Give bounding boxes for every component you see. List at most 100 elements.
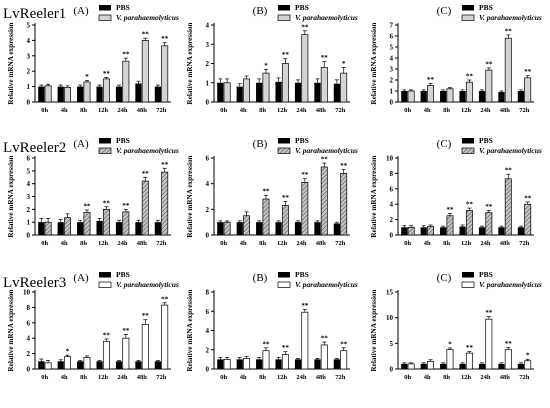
p10-ylabel: Relative mRNA expression bbox=[7, 155, 15, 237]
p21-bar-vp-8h bbox=[262, 350, 270, 370]
p21-xtick-label-24h: 24h bbox=[296, 374, 307, 381]
p00-ytick-label-3: 3 bbox=[27, 52, 31, 60]
p12-bar-pbs-8h bbox=[440, 227, 447, 235]
p21-legend-label-pbs: PBS bbox=[295, 270, 309, 279]
p22-bar-vp-48h bbox=[504, 349, 512, 370]
p02-bar-vp-12h bbox=[465, 81, 473, 103]
p20-bar-vp-8h bbox=[83, 357, 91, 370]
p01-bar-pbs-72h bbox=[333, 83, 340, 102]
p00-xtick-label-12h: 12h bbox=[98, 107, 109, 114]
p01-xtick-label-24h: 24h bbox=[296, 107, 307, 114]
p21-panel-tag: (B) bbox=[253, 272, 268, 284]
p00-ytick-label-0: 0 bbox=[27, 99, 31, 107]
p00-sig-8h: * bbox=[85, 73, 89, 81]
p01-panel-tag: (B) bbox=[253, 5, 268, 17]
p02-bar-vp-72h bbox=[524, 77, 532, 103]
p02-sig-72h: ** bbox=[524, 68, 532, 76]
p22-ylabel: Relative mRNA expression bbox=[370, 289, 378, 371]
p12-bar-vp-72h bbox=[524, 203, 532, 236]
p21-bar-pbs-8h bbox=[256, 359, 263, 369]
p02-sig-24h: ** bbox=[485, 60, 493, 68]
p01-bar-pbs-0h bbox=[217, 82, 224, 102]
p01-xtick-label-4h: 4h bbox=[240, 107, 247, 114]
p12-xtick-label-4h: 4h bbox=[424, 240, 431, 247]
p12-bar-vp-24h bbox=[485, 212, 493, 236]
p01-bar-vp-12h bbox=[281, 63, 289, 103]
p11-bar-vp-4h bbox=[243, 215, 251, 236]
p12-ytick-label-0: 0 bbox=[390, 232, 394, 240]
p00-bar-vp-48h bbox=[141, 40, 149, 103]
p11-ytick-label-3: 6 bbox=[206, 155, 210, 163]
p10-legend-label-pbs: PBS bbox=[116, 136, 130, 145]
p11-xtick-label-4h: 4h bbox=[240, 240, 247, 247]
p02-ytick-label-7: 7 bbox=[390, 22, 394, 30]
p00-xtick-label-0h: 0h bbox=[41, 107, 48, 114]
p21-bar-pbs-12h bbox=[275, 359, 282, 369]
p02-bar-pbs-0h bbox=[401, 91, 408, 102]
p10-ytick-label-1: 1 bbox=[27, 219, 31, 227]
p11-legend-label-vp: V. parahaemolyticus bbox=[295, 146, 358, 155]
p21-ytick-label-0: 0 bbox=[206, 366, 210, 374]
p01-xtick-label-0h: 0h bbox=[220, 107, 227, 114]
p00-bar-vp-12h bbox=[102, 78, 110, 103]
p00-xtick-label-8h: 8h bbox=[80, 107, 87, 114]
p02-sig-12h: ** bbox=[466, 73, 474, 81]
p10-xtick-label-12h: 12h bbox=[98, 240, 109, 247]
p11-ylabel: Relative mRNA expression bbox=[186, 155, 194, 237]
p02-xtick-label-8h: 8h bbox=[443, 107, 450, 114]
p01-bar-vp-0h bbox=[223, 82, 231, 103]
p20-sig-12h: ** bbox=[103, 331, 111, 339]
p11-xtick-label-8h: 8h bbox=[259, 240, 266, 247]
p01-xtick-label-48h: 48h bbox=[316, 107, 327, 114]
p21-xtick-label-0h: 0h bbox=[220, 374, 227, 381]
p11-sig-24h: ** bbox=[301, 171, 309, 179]
p10-bar-vp-0h bbox=[44, 221, 52, 236]
p12-xtick-label-24h: 24h bbox=[480, 240, 491, 247]
p00-bar-vp-0h bbox=[44, 85, 52, 103]
p11-legend-swatch-vp bbox=[277, 147, 291, 154]
p01-legend-swatch-vp bbox=[277, 14, 291, 21]
p21-ytick-label-2: 4 bbox=[206, 327, 210, 335]
p02-bar-vp-8h bbox=[446, 88, 454, 103]
p10-bar-pbs-0h bbox=[38, 222, 45, 235]
p20-bar-pbs-48h bbox=[135, 361, 142, 369]
p02-xtick-label-72h: 72h bbox=[519, 107, 530, 114]
p22-bar-vp-4h bbox=[427, 360, 435, 370]
p21-bar-pbs-0h bbox=[217, 359, 224, 369]
p20-legend-label-pbs: PBS bbox=[116, 270, 130, 279]
p00-legend-swatch-pbs bbox=[99, 5, 111, 11]
p02-bar-pbs-72h bbox=[517, 91, 524, 102]
p10-legend-swatch-vp bbox=[98, 147, 112, 154]
p02-sig-48h: ** bbox=[505, 27, 513, 35]
p21-bar-vp-12h bbox=[281, 354, 289, 370]
p22-legend-label-pbs: PBS bbox=[479, 270, 493, 279]
p12-bar-vp-12h bbox=[465, 210, 473, 236]
p00-bar-pbs-4h bbox=[57, 86, 64, 102]
p10-xtick-label-72h: 72h bbox=[156, 240, 167, 247]
p12-panel-tag: (C) bbox=[437, 138, 452, 150]
p22-sig-48h: ** bbox=[505, 340, 513, 348]
p22-bar-vp-0h bbox=[407, 363, 415, 370]
p02-ytick-label-4: 4 bbox=[390, 55, 394, 63]
p20-bar-pbs-72h bbox=[154, 361, 161, 369]
p12-ytick-label-4: 8 bbox=[390, 170, 394, 178]
p02-bar-vp-4h bbox=[427, 85, 435, 103]
p01-bar-vp-48h bbox=[320, 66, 328, 103]
p12-xtick-label-8h: 8h bbox=[443, 240, 450, 247]
p20-xtick-label-12h: 12h bbox=[98, 374, 109, 381]
p00-legend-swatch-vp bbox=[98, 14, 112, 21]
p20-xtick-label-4h: 4h bbox=[61, 374, 68, 381]
p20-bar-vp-12h bbox=[102, 340, 110, 370]
p12-bar-pbs-0h bbox=[401, 227, 408, 235]
p10-bar-vp-24h bbox=[122, 211, 130, 236]
p01-legend-swatch-pbs bbox=[278, 5, 290, 11]
p22-bar-pbs-24h bbox=[478, 363, 486, 369]
p11-ytick-label-1: 2 bbox=[206, 206, 210, 214]
p01-ytick-label-0: 0 bbox=[206, 99, 210, 107]
p02-legend-swatch-vp bbox=[461, 14, 475, 21]
p21-xtick-label-48h: 48h bbox=[316, 374, 327, 381]
p10-ytick-label-0: 0 bbox=[27, 232, 31, 240]
p01-legend-label-pbs: PBS bbox=[295, 3, 309, 12]
p01-sig-8h: * bbox=[264, 62, 268, 70]
p21-legend-swatch-pbs bbox=[278, 272, 290, 278]
